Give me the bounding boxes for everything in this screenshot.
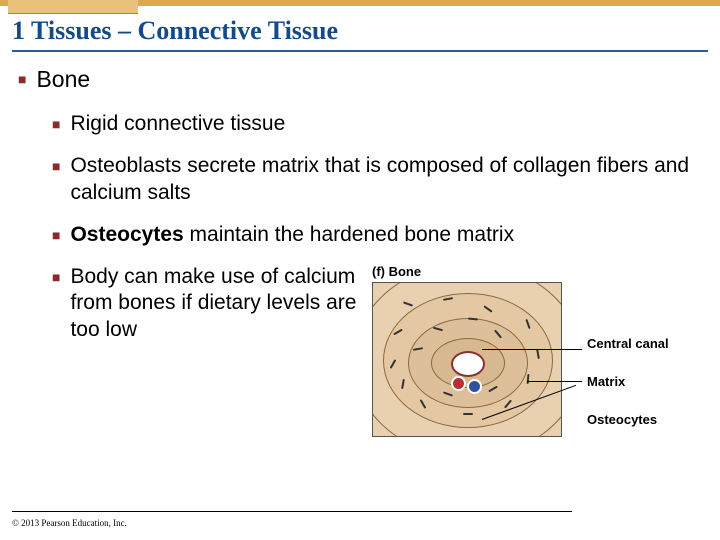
annotation-line	[482, 349, 582, 350]
osteocyte-blue	[467, 379, 482, 394]
slide-content: ■ Bone ■ Rigid connective tissue ■ Osteo…	[18, 66, 708, 455]
ann-osteocytes: Osteocytes	[587, 412, 657, 427]
sub-bullets: ■ Rigid connective tissue ■ Osteoblasts …	[52, 111, 708, 439]
bullet-text: Osteocytes maintain the hardened bone ma…	[70, 222, 514, 248]
bullet-text: Body can make use of calcium from bones …	[70, 264, 362, 439]
ann-matrix: Matrix	[587, 374, 625, 389]
bullet-item: ■ Osteocytes maintain the hardened bone …	[52, 222, 708, 248]
bullet-icon: ■	[52, 269, 60, 439]
bullet-text: Rigid connective tissue	[70, 111, 285, 137]
bullet-item: ■ Rigid connective tissue	[52, 111, 708, 137]
annotation-text: Osteocytes	[587, 412, 657, 427]
bullet-icon: ■	[52, 158, 60, 206]
slide-header: 1 Tissues – Connective Tissue	[12, 14, 708, 52]
footer-divider	[12, 511, 572, 512]
copyright-text: © 2013 Pearson Education, Inc.	[12, 518, 127, 528]
bullet-icon: ■	[18, 71, 26, 93]
bone-diagram	[372, 282, 562, 437]
bullet-bold: Osteocytes	[70, 223, 183, 246]
heading-row: ■ Bone	[18, 66, 708, 93]
annotation-text: Central canal	[587, 336, 669, 351]
figure-label: (f) Bone	[372, 264, 421, 279]
central-canal	[451, 351, 485, 377]
slide-title: 1 Tissues – Connective Tissue	[12, 14, 708, 52]
heading-text: Bone	[36, 66, 90, 93]
bullet-post: maintain the hardened bone matrix	[184, 223, 514, 246]
figure-area: (f) Bone	[362, 264, 708, 439]
bone-figure: (f) Bone	[372, 264, 682, 439]
bullet-left: ■ Body can make use of calcium from bone…	[52, 264, 362, 439]
canaliculus	[463, 413, 473, 415]
bullet-item-with-figure: ■ Body can make use of calcium from bone…	[52, 264, 708, 439]
annotation-text: Matrix	[587, 374, 625, 389]
bullet-text: Osteoblasts secrete matrix that is compo…	[70, 153, 708, 206]
osteocyte-red	[451, 376, 466, 391]
annotation-line	[527, 381, 582, 382]
bullet-icon: ■	[52, 116, 60, 137]
bullet-item: ■ Osteoblasts secrete matrix that is com…	[52, 153, 708, 206]
bullet-icon: ■	[52, 227, 60, 248]
ann-central-canal: Central canal	[587, 336, 669, 351]
accent-tab	[8, 0, 138, 14]
